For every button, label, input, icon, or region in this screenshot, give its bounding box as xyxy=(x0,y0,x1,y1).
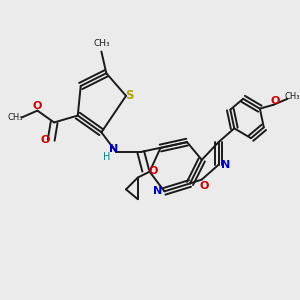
Text: O: O xyxy=(33,101,42,111)
Text: CH₃: CH₃ xyxy=(285,92,300,101)
Text: O: O xyxy=(271,96,280,106)
Text: O: O xyxy=(40,135,50,145)
Text: CH₃: CH₃ xyxy=(8,113,23,122)
Text: N: N xyxy=(109,144,118,154)
Text: S: S xyxy=(125,89,133,102)
Text: N: N xyxy=(221,160,230,170)
Text: H: H xyxy=(103,152,110,162)
Text: O: O xyxy=(149,166,158,176)
Text: N: N xyxy=(153,186,162,196)
Text: CH₃: CH₃ xyxy=(93,39,110,48)
Text: O: O xyxy=(199,182,208,191)
